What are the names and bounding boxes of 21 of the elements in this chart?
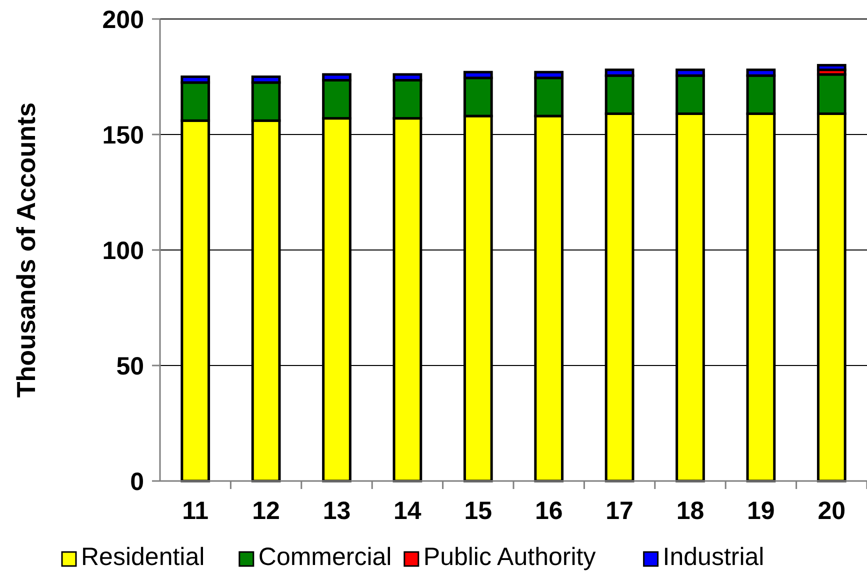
y-tick-label: 50 — [116, 352, 144, 380]
y-tick-label: 150 — [102, 121, 144, 150]
y-tick-label: 100 — [102, 236, 144, 265]
y-tick-label: 0 — [130, 468, 144, 496]
y-axis-title: Thousands of Accounts — [11, 102, 41, 398]
legend-label: Residential — [81, 543, 205, 571]
y-tick-label: 200 — [102, 6, 144, 34]
x-tick-label: 13 — [322, 497, 351, 525]
legend-label: Public Authority — [423, 543, 596, 571]
x-tick-label: 20 — [818, 497, 846, 525]
legend-label: Commercial — [258, 543, 392, 571]
legend-label: Industrial — [662, 543, 764, 571]
x-tick-label: 14 — [394, 497, 422, 525]
x-tick-label: 16 — [534, 497, 563, 525]
x-tick-label: 18 — [676, 497, 704, 525]
x-tick-label: 15 — [464, 497, 492, 525]
x-tick-label: 19 — [747, 497, 775, 525]
x-tick-label: 17 — [606, 497, 634, 525]
x-tick-label: 12 — [252, 497, 280, 525]
x-tick-label: 11 — [182, 497, 209, 525]
bar — [816, 64, 846, 72]
